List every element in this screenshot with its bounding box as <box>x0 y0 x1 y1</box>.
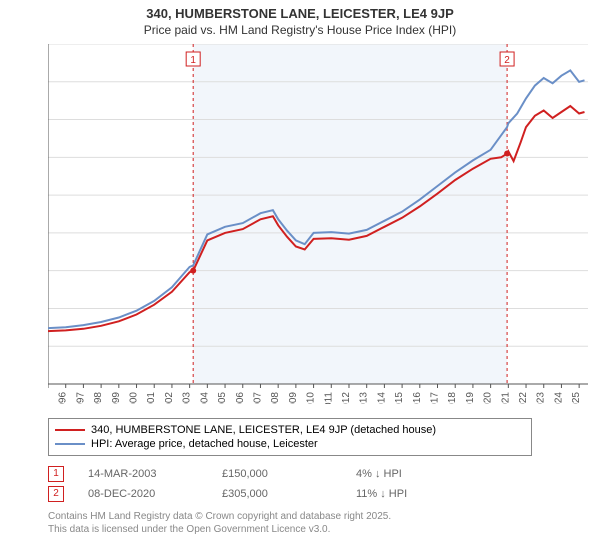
title-sub: Price paid vs. HM Land Registry's House … <box>0 23 600 37</box>
svg-text:2015: 2015 <box>394 392 405 404</box>
marker-date: 08-DEC-2020 <box>88 488 198 500</box>
svg-text:2022: 2022 <box>518 392 529 404</box>
legend-swatch <box>55 443 85 445</box>
svg-text:2020: 2020 <box>483 392 494 404</box>
svg-text:1: 1 <box>190 55 196 66</box>
attribution: Contains HM Land Registry data © Crown c… <box>48 510 391 536</box>
svg-text:2024: 2024 <box>553 392 564 404</box>
marker-delta: 4% ↓ HPI <box>356 468 466 480</box>
svg-text:2017: 2017 <box>430 392 441 404</box>
svg-text:2005: 2005 <box>217 392 228 404</box>
svg-text:1997: 1997 <box>75 392 86 404</box>
svg-text:2010: 2010 <box>306 392 317 404</box>
svg-text:2003: 2003 <box>182 392 193 404</box>
marker-badge: 2 <box>48 486 64 502</box>
svg-text:2021: 2021 <box>500 392 511 404</box>
marker-table: 1 14-MAR-2003 £150,000 4% ↓ HPI 2 08-DEC… <box>48 466 466 506</box>
svg-text:2002: 2002 <box>164 392 175 404</box>
marker-delta: 11% ↓ HPI <box>356 488 466 500</box>
marker-price: £150,000 <box>222 468 332 480</box>
svg-text:2013: 2013 <box>359 392 370 404</box>
svg-text:1996: 1996 <box>58 392 69 404</box>
legend-swatch <box>55 429 85 431</box>
svg-text:2014: 2014 <box>376 392 387 404</box>
title-main: 340, HUMBERSTONE LANE, LEICESTER, LE4 9J… <box>0 6 600 21</box>
svg-text:2009: 2009 <box>288 392 299 404</box>
svg-text:1999: 1999 <box>111 392 122 404</box>
attribution-line: This data is licensed under the Open Gov… <box>48 523 391 536</box>
svg-text:2000: 2000 <box>129 392 140 404</box>
marker-badge: 1 <box>48 466 64 482</box>
svg-text:2016: 2016 <box>412 392 423 404</box>
svg-text:2011: 2011 <box>323 392 334 404</box>
title-block: 340, HUMBERSTONE LANE, LEICESTER, LE4 9J… <box>0 0 600 37</box>
svg-text:2004: 2004 <box>199 392 210 404</box>
svg-text:1995: 1995 <box>48 392 51 404</box>
svg-text:2025: 2025 <box>571 392 582 404</box>
svg-text:2012: 2012 <box>341 392 352 404</box>
marker-row: 2 08-DEC-2020 £305,000 11% ↓ HPI <box>48 486 466 502</box>
svg-text:2001: 2001 <box>146 392 157 404</box>
marker-price: £305,000 <box>222 488 332 500</box>
svg-text:1998: 1998 <box>93 392 104 404</box>
legend-item: HPI: Average price, detached house, Leic… <box>55 437 525 451</box>
svg-text:2019: 2019 <box>465 392 476 404</box>
legend: 340, HUMBERSTONE LANE, LEICESTER, LE4 9J… <box>48 418 532 456</box>
svg-text:2006: 2006 <box>235 392 246 404</box>
legend-label: HPI: Average price, detached house, Leic… <box>91 438 318 450</box>
legend-item: 340, HUMBERSTONE LANE, LEICESTER, LE4 9J… <box>55 423 525 437</box>
svg-text:2008: 2008 <box>270 392 281 404</box>
marker-date: 14-MAR-2003 <box>88 468 198 480</box>
svg-text:2: 2 <box>504 55 510 66</box>
chart-container: 340, HUMBERSTONE LANE, LEICESTER, LE4 9J… <box>0 0 600 560</box>
legend-label: 340, HUMBERSTONE LANE, LEICESTER, LE4 9J… <box>91 424 436 436</box>
svg-text:2007: 2007 <box>252 392 263 404</box>
svg-text:2018: 2018 <box>447 392 458 404</box>
attribution-line: Contains HM Land Registry data © Crown c… <box>48 510 391 523</box>
line-chart: £0£50K£100K£150K£200K£250K£300K£350K£400… <box>48 44 588 404</box>
svg-text:2023: 2023 <box>536 392 547 404</box>
marker-row: 1 14-MAR-2003 £150,000 4% ↓ HPI <box>48 466 466 482</box>
